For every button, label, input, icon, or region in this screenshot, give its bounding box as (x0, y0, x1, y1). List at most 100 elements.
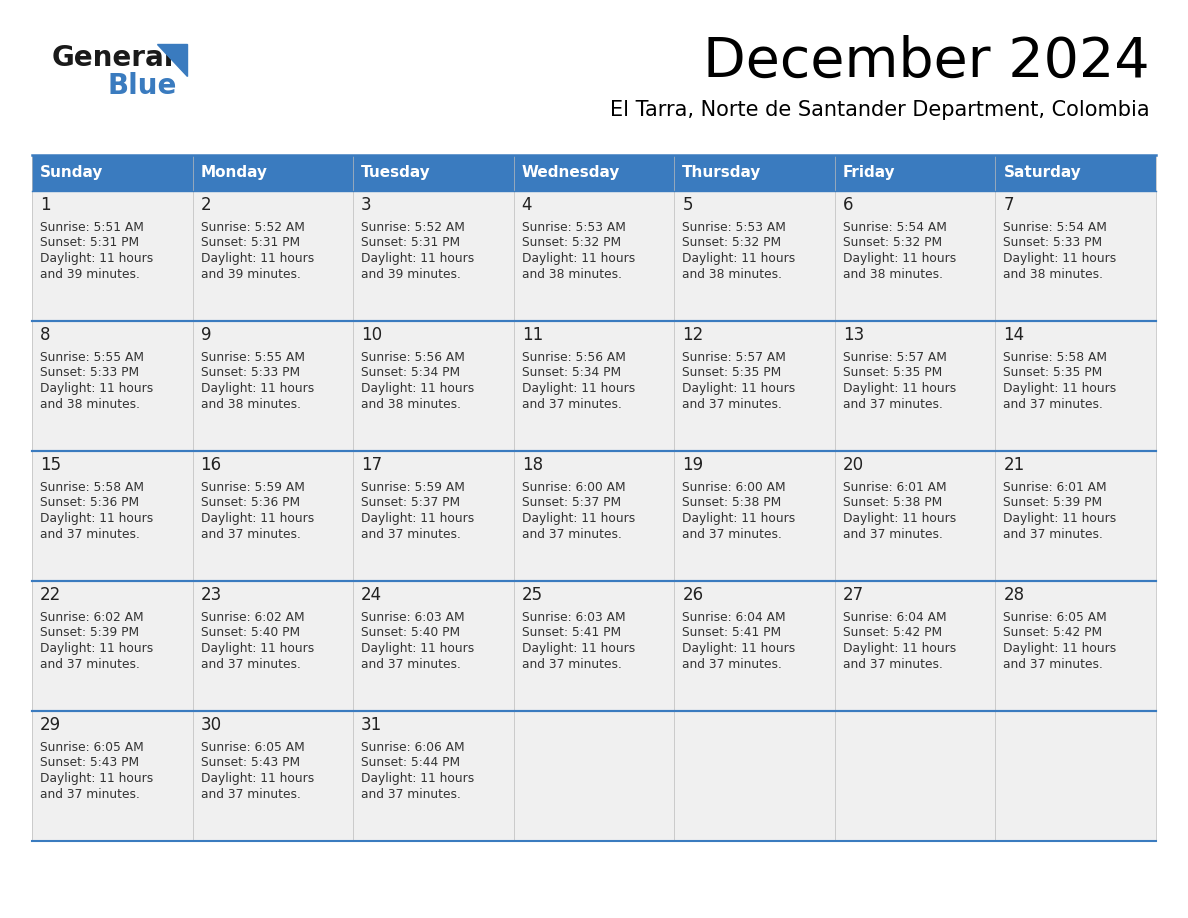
Bar (192, 711, 353, 841)
Text: and 39 minutes.: and 39 minutes. (201, 267, 301, 281)
Bar (513, 155, 675, 191)
Text: Daylight: 11 hours: Daylight: 11 hours (1004, 252, 1117, 265)
Text: Daylight: 11 hours: Daylight: 11 hours (842, 642, 956, 655)
Text: 24: 24 (361, 586, 383, 604)
Text: Sunset: 5:33 PM: Sunset: 5:33 PM (201, 366, 299, 379)
Bar (192, 581, 353, 711)
Text: Sunrise: 5:57 AM: Sunrise: 5:57 AM (682, 351, 786, 364)
Text: Sunrise: 5:55 AM: Sunrise: 5:55 AM (40, 351, 144, 364)
Text: 2: 2 (201, 196, 211, 214)
Text: Sunset: 5:32 PM: Sunset: 5:32 PM (522, 237, 621, 250)
Text: Sunrise: 6:01 AM: Sunrise: 6:01 AM (842, 481, 947, 494)
Bar (835, 711, 996, 841)
Text: Sunrise: 6:03 AM: Sunrise: 6:03 AM (361, 611, 465, 624)
Bar (835, 451, 996, 581)
Text: Wednesday: Wednesday (522, 165, 620, 181)
Text: Daylight: 11 hours: Daylight: 11 hours (842, 382, 956, 395)
Text: Sunset: 5:33 PM: Sunset: 5:33 PM (1004, 237, 1102, 250)
Text: Sunrise: 5:53 AM: Sunrise: 5:53 AM (522, 221, 626, 234)
Text: and 37 minutes.: and 37 minutes. (201, 528, 301, 541)
Text: Sunset: 5:35 PM: Sunset: 5:35 PM (842, 366, 942, 379)
Text: Sunset: 5:40 PM: Sunset: 5:40 PM (201, 626, 299, 640)
Bar (353, 581, 513, 711)
Text: Daylight: 11 hours: Daylight: 11 hours (40, 252, 153, 265)
Text: and 37 minutes.: and 37 minutes. (682, 528, 782, 541)
Text: Sunrise: 5:57 AM: Sunrise: 5:57 AM (842, 351, 947, 364)
Text: and 37 minutes.: and 37 minutes. (1004, 657, 1104, 670)
Bar (996, 155, 1156, 191)
Text: Daylight: 11 hours: Daylight: 11 hours (682, 382, 796, 395)
Polygon shape (157, 44, 187, 76)
Bar (513, 191, 675, 321)
Text: Sunset: 5:39 PM: Sunset: 5:39 PM (40, 626, 139, 640)
Text: Daylight: 11 hours: Daylight: 11 hours (522, 382, 634, 395)
Text: 6: 6 (842, 196, 853, 214)
Text: Daylight: 11 hours: Daylight: 11 hours (361, 642, 474, 655)
Text: and 37 minutes.: and 37 minutes. (40, 528, 140, 541)
Bar (835, 581, 996, 711)
Text: and 37 minutes.: and 37 minutes. (682, 397, 782, 410)
Bar (32, 581, 192, 711)
Text: Sunset: 5:43 PM: Sunset: 5:43 PM (40, 756, 139, 769)
Text: 10: 10 (361, 326, 383, 344)
Bar (353, 191, 513, 321)
Text: Sunrise: 5:51 AM: Sunrise: 5:51 AM (40, 221, 144, 234)
Text: Sunset: 5:34 PM: Sunset: 5:34 PM (361, 366, 460, 379)
Bar (675, 321, 835, 451)
Text: Daylight: 11 hours: Daylight: 11 hours (1004, 512, 1117, 525)
Text: December 2024: December 2024 (703, 35, 1150, 89)
Text: General: General (52, 44, 175, 72)
Text: and 38 minutes.: and 38 minutes. (842, 267, 943, 281)
Text: El Tarra, Norte de Santander Department, Colombia: El Tarra, Norte de Santander Department,… (611, 100, 1150, 120)
Text: Thursday: Thursday (682, 165, 762, 181)
Text: Sunset: 5:42 PM: Sunset: 5:42 PM (1004, 626, 1102, 640)
Text: Daylight: 11 hours: Daylight: 11 hours (40, 642, 153, 655)
Text: Sunset: 5:32 PM: Sunset: 5:32 PM (682, 237, 782, 250)
Text: and 37 minutes.: and 37 minutes. (361, 788, 461, 800)
Text: and 37 minutes.: and 37 minutes. (1004, 528, 1104, 541)
Text: Sunset: 5:36 PM: Sunset: 5:36 PM (40, 497, 139, 509)
Text: Sunrise: 5:54 AM: Sunrise: 5:54 AM (842, 221, 947, 234)
Text: Sunset: 5:32 PM: Sunset: 5:32 PM (842, 237, 942, 250)
Text: and 38 minutes.: and 38 minutes. (40, 397, 140, 410)
Text: Sunrise: 5:53 AM: Sunrise: 5:53 AM (682, 221, 786, 234)
Bar (32, 191, 192, 321)
Text: 9: 9 (201, 326, 211, 344)
Text: 25: 25 (522, 586, 543, 604)
Bar (835, 155, 996, 191)
Text: 16: 16 (201, 456, 222, 474)
Bar (32, 155, 192, 191)
Text: and 38 minutes.: and 38 minutes. (522, 267, 621, 281)
Text: Sunrise: 6:00 AM: Sunrise: 6:00 AM (522, 481, 625, 494)
Bar (192, 451, 353, 581)
Text: 17: 17 (361, 456, 383, 474)
Text: 26: 26 (682, 586, 703, 604)
Text: Daylight: 11 hours: Daylight: 11 hours (40, 382, 153, 395)
Bar (996, 321, 1156, 451)
Text: 20: 20 (842, 456, 864, 474)
Text: 21: 21 (1004, 456, 1025, 474)
Bar (513, 581, 675, 711)
Text: Daylight: 11 hours: Daylight: 11 hours (682, 252, 796, 265)
Text: 28: 28 (1004, 586, 1024, 604)
Text: Sunset: 5:40 PM: Sunset: 5:40 PM (361, 626, 460, 640)
Bar (513, 711, 675, 841)
Text: Sunrise: 6:04 AM: Sunrise: 6:04 AM (682, 611, 786, 624)
Text: and 37 minutes.: and 37 minutes. (522, 528, 621, 541)
Text: 27: 27 (842, 586, 864, 604)
Text: and 37 minutes.: and 37 minutes. (842, 657, 943, 670)
Text: Sunrise: 5:52 AM: Sunrise: 5:52 AM (201, 221, 304, 234)
Text: 22: 22 (40, 586, 62, 604)
Bar (996, 711, 1156, 841)
Text: Friday: Friday (842, 165, 896, 181)
Text: Daylight: 11 hours: Daylight: 11 hours (522, 642, 634, 655)
Text: Sunset: 5:41 PM: Sunset: 5:41 PM (522, 626, 621, 640)
Bar (32, 321, 192, 451)
Bar (996, 191, 1156, 321)
Text: Sunrise: 5:58 AM: Sunrise: 5:58 AM (1004, 351, 1107, 364)
Bar (513, 321, 675, 451)
Text: Sunrise: 6:05 AM: Sunrise: 6:05 AM (1004, 611, 1107, 624)
Text: Sunset: 5:35 PM: Sunset: 5:35 PM (682, 366, 782, 379)
Text: Daylight: 11 hours: Daylight: 11 hours (842, 512, 956, 525)
Text: Sunday: Sunday (40, 165, 103, 181)
